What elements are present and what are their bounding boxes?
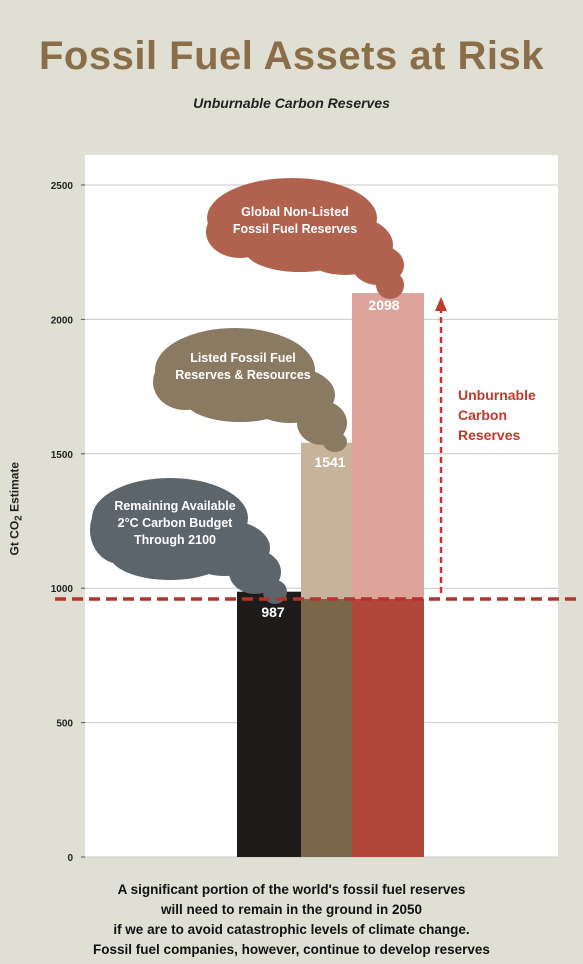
arrow-up-icon [435,297,447,312]
bar-upper [352,293,424,599]
cloud-label: Through 2100 [134,533,216,547]
bar [352,598,424,857]
caption-line: if we are to avoid catastrophic levels o… [113,922,470,937]
y-tick-label: 1000 [51,584,74,595]
caption-line: will need to remain in the ground in 205… [160,902,423,917]
smoke-cloud [90,478,287,604]
y-tick-label: 0 [67,853,73,864]
caption-line: Fossil fuel companies, however, continue… [93,942,490,957]
cloud-label: Listed Fossil Fuel [190,351,296,365]
data-label: 1541 [314,454,345,470]
y-tick-label: 1500 [51,450,74,461]
y-tick-label: 500 [56,719,73,730]
chart-subtitle: Unburnable Carbon Reserves [193,95,390,111]
data-label: 987 [261,604,285,620]
caption-line: A significant portion of the world's fos… [117,882,466,897]
annotation-label: Carbon [458,407,507,423]
chart-title: Fossil Fuel Assets at Risk [38,34,545,78]
y-tick-label: 2500 [51,181,74,192]
y-tick-label: 2000 [51,315,74,326]
smoke-cloud [153,328,347,452]
cloud-label: Reserves & Resources [175,368,311,382]
cloud-label: Global Non-Listed [241,205,349,219]
chart-svg: 0 500 1000 1500 2000 2500 987 1541 2098 Remaining… [51,155,578,864]
annotation-label: Reserves [458,427,520,443]
cloud-label: Remaining Available [114,499,235,513]
caption: A significant portion of the world's fos… [0,880,583,960]
annotation-label: Unburnable [458,387,536,403]
cloud-label: Fossil Fuel Reserves [233,222,357,236]
data-label: 2098 [368,297,399,313]
smoke-cloud [206,178,404,299]
cloud-label: 2°C Carbon Budget [118,516,234,530]
